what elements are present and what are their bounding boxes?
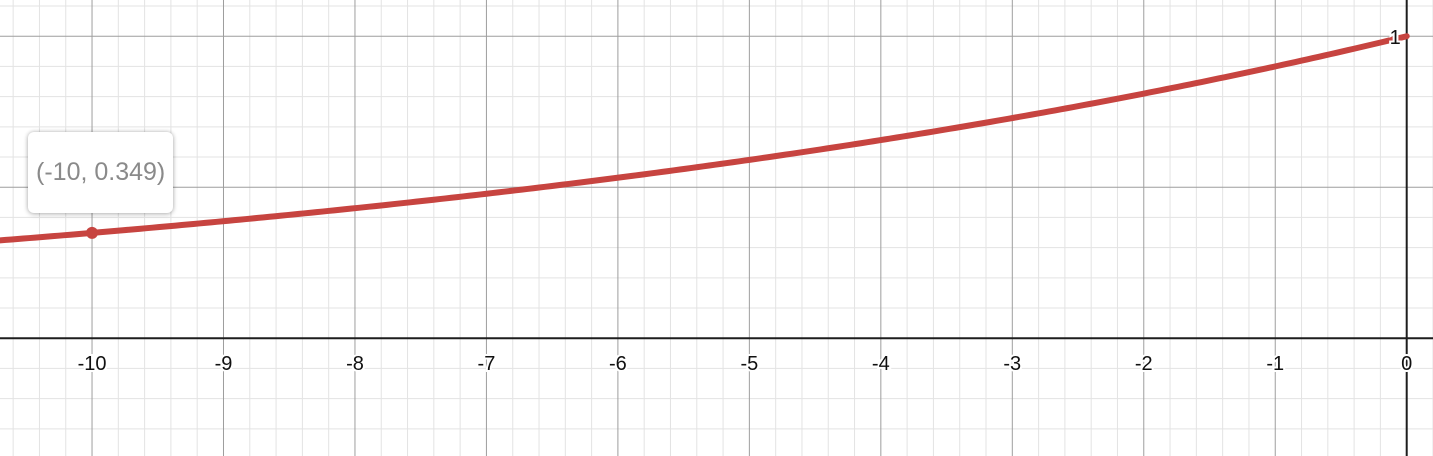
highlighted-point[interactable] — [86, 226, 99, 239]
point-coordinate-label: (-10, 0.349) — [36, 157, 166, 186]
x-tick-label: -5 — [740, 353, 758, 375]
function-curve[interactable] — [0, 33, 1410, 244]
x-tick-label: -4 — [872, 353, 890, 375]
x-tick-label: -9 — [215, 353, 233, 375]
tick-labels: -10 -9 -8 -7 -6 -5 -4 -3 -2 -1 01 — [76, 25, 1415, 377]
curve-layer — [0, 33, 1410, 244]
x-tick-label: -6 — [609, 353, 627, 375]
point-coordinate-tooltip: (-10, 0.349) — [28, 131, 174, 213]
x-tick-label: -7 — [478, 353, 496, 375]
point-layer — [86, 226, 99, 239]
x-tick-label: -1 — [1266, 353, 1284, 375]
y-tick-label: 1 — [1390, 27, 1401, 49]
x-tick-label: -8 — [346, 353, 364, 375]
x-tick-label: 0 — [1401, 353, 1412, 375]
x-tick-label: -3 — [1003, 353, 1021, 375]
x-tick-label: -10 — [78, 353, 107, 375]
x-tick-label: -2 — [1135, 353, 1153, 375]
